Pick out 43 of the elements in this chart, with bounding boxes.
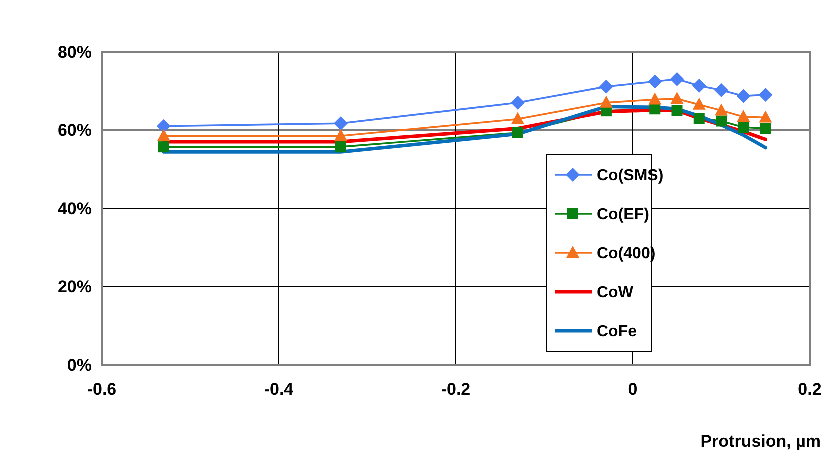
point (334, 116, 348, 131)
point (156, 119, 171, 134)
legend-label: Co(EF) (597, 206, 650, 224)
y-tick-label: 60% (58, 121, 92, 140)
point (759, 110, 772, 123)
point (738, 122, 750, 134)
point (694, 113, 705, 124)
legend-label: CoW (597, 284, 634, 302)
point (334, 129, 348, 142)
x-tick-label: -0.2 (441, 380, 471, 399)
y-tick-label: 20% (58, 278, 92, 297)
legend-label: CoFe (597, 324, 638, 341)
point (511, 112, 524, 124)
point (670, 72, 684, 86)
point (650, 104, 661, 115)
x-tick-label: -0.6 (87, 380, 117, 399)
point (715, 104, 728, 116)
x-tick-label: -0.4 (264, 380, 294, 399)
point (716, 116, 727, 127)
point (670, 92, 684, 104)
point (736, 89, 751, 104)
point (672, 105, 683, 116)
point (758, 88, 773, 102)
point (510, 96, 525, 110)
point (158, 142, 170, 153)
x-tick-label: 0 (628, 380, 638, 399)
y-tick-label: 40% (58, 199, 92, 218)
point (737, 110, 750, 122)
point (599, 80, 614, 94)
point (760, 123, 772, 134)
point (648, 74, 662, 89)
point (692, 98, 706, 110)
x-axis-title: Protrusion, µm (700, 432, 821, 451)
point (648, 92, 662, 105)
y-tick-label: 80% (58, 42, 92, 62)
point (157, 129, 170, 142)
y-tick-label: 0% (67, 356, 92, 375)
x-tick-label: 0.2 (798, 380, 822, 399)
point (600, 96, 613, 108)
point (714, 83, 728, 98)
point (335, 142, 346, 153)
point (692, 79, 706, 94)
point (512, 127, 524, 138)
